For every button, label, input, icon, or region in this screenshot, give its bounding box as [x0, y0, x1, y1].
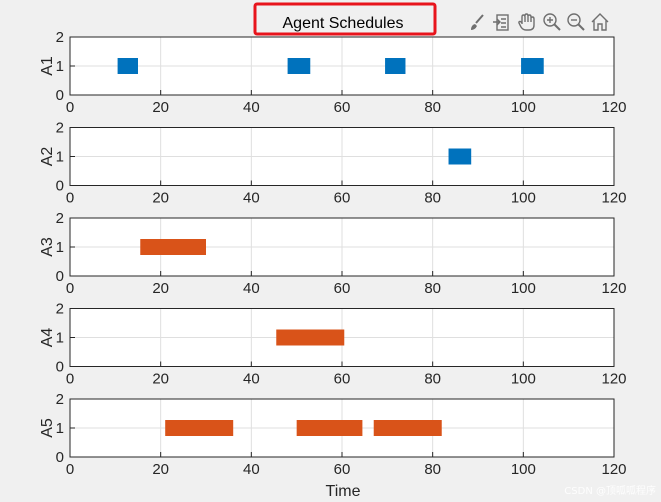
- x-tick-label: 60: [334, 461, 351, 478]
- y-tick-label: 2: [56, 210, 64, 227]
- subplot-a5: 0 20 40 60 80 100 120 0 1 2A5: [39, 391, 627, 478]
- x-tick-label: 40: [243, 461, 260, 478]
- x-tick-label: 40: [243, 280, 260, 297]
- subplot-a1: 0 20 40 60 80 100 120 0 1 2A1: [39, 29, 627, 116]
- x-tick-label: 40: [243, 371, 260, 388]
- task-bar-a5-1[interactable]: [165, 420, 234, 436]
- x-tick-label: 100: [511, 280, 536, 297]
- x-tick-label: 80: [424, 280, 441, 297]
- task-bar-a1-4[interactable]: [521, 58, 544, 74]
- task-bar-a3-1[interactable]: [140, 239, 206, 255]
- x-tick-label: 120: [601, 190, 626, 207]
- y-tick-label: 0: [56, 449, 64, 466]
- x-tick-label: 120: [601, 99, 626, 116]
- task-bar-a4-1[interactable]: [276, 329, 345, 346]
- y-tick-label: 1: [56, 149, 64, 166]
- x-tick-label: 100: [511, 371, 536, 388]
- task-bar-a2-1[interactable]: [448, 148, 472, 165]
- subplot-a2: 0 20 40 60 80 100 120 0 1 2A2: [39, 120, 627, 207]
- x-tick-label: 100: [511, 461, 536, 478]
- x-tick-label: 60: [334, 190, 351, 207]
- x-tick-label: 20: [152, 461, 169, 478]
- export-icon[interactable]: [492, 13, 510, 31]
- x-tick-label: 20: [152, 280, 169, 297]
- zoom-in-icon[interactable]: [542, 12, 562, 32]
- x-tick-label: 40: [243, 190, 260, 207]
- subplot-a3: 0 20 40 60 80 100 120 0 1 2A3: [39, 210, 627, 297]
- x-tick-label: 60: [334, 99, 351, 116]
- y-axis-label-a4: A4: [39, 328, 56, 348]
- y-axis-label-a5: A5: [39, 418, 56, 438]
- task-bar-a5-2[interactable]: [296, 420, 363, 436]
- x-tick-label: 80: [424, 371, 441, 388]
- y-axis-label-a2: A2: [39, 147, 56, 167]
- y-tick-label: 2: [56, 120, 64, 137]
- x-tick-label: 0: [66, 371, 74, 388]
- y-tick-label: 0: [56, 87, 64, 104]
- watermark-text: CSDN @顶呱呱程序: [564, 484, 656, 497]
- task-bar-a1-1[interactable]: [117, 58, 138, 74]
- axes-toolbar: [468, 12, 610, 32]
- task-bar-a1-2[interactable]: [287, 58, 311, 74]
- y-tick-label: 1: [56, 58, 64, 75]
- y-axis-label-a1: A1: [39, 56, 56, 76]
- y-tick-label: 0: [56, 178, 64, 195]
- x-tick-label: 20: [152, 99, 169, 116]
- y-tick-label: 0: [56, 268, 64, 285]
- x-tick-label: 120: [601, 280, 626, 297]
- y-tick-label: 2: [56, 391, 64, 408]
- home-icon[interactable]: [590, 12, 610, 32]
- x-tick-label: 120: [601, 461, 626, 478]
- y-axis-label-a3: A3: [39, 237, 56, 257]
- x-tick-label: 60: [334, 371, 351, 388]
- y-tick-label: 2: [56, 301, 64, 318]
- x-tick-label: 100: [511, 99, 536, 116]
- x-tick-label: 20: [152, 190, 169, 207]
- x-tick-label: 80: [424, 461, 441, 478]
- y-tick-label: 2: [56, 29, 64, 46]
- y-tick-label: 1: [56, 330, 64, 347]
- x-tick-label: 0: [66, 190, 74, 207]
- zoom-out-icon[interactable]: [566, 12, 586, 32]
- x-tick-label: 40: [243, 99, 260, 116]
- chart-title: Agent Schedules: [283, 15, 404, 32]
- y-tick-label: 1: [56, 239, 64, 256]
- title-highlight-box: [253, 2, 437, 36]
- x-tick-label: 0: [66, 280, 74, 297]
- x-tick-label: 120: [601, 371, 626, 388]
- x-tick-label: 20: [152, 371, 169, 388]
- x-tick-label: 0: [66, 461, 74, 478]
- x-tick-label: 60: [334, 280, 351, 297]
- subplot-a4: 0 20 40 60 80 100 120 0 1 2A4: [39, 301, 627, 388]
- y-tick-label: 0: [56, 359, 64, 376]
- y-tick-label: 1: [56, 420, 64, 437]
- brush-icon[interactable]: [468, 13, 486, 31]
- x-tick-label: 80: [424, 99, 441, 116]
- x-tick-label: 100: [511, 190, 536, 207]
- task-bar-a1-3[interactable]: [385, 58, 406, 74]
- x-tick-label: 0: [66, 99, 74, 116]
- x-axis-label: Time: [326, 483, 361, 500]
- task-bar-a5-3[interactable]: [373, 420, 442, 436]
- x-tick-label: 80: [424, 190, 441, 207]
- pan-hand-icon[interactable]: [517, 12, 537, 32]
